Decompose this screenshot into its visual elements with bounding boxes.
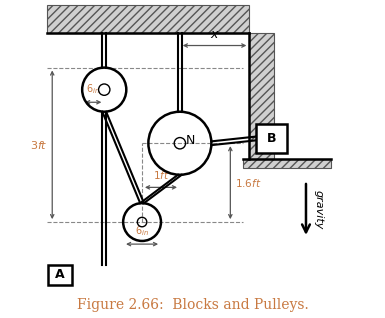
Text: Figure 2.66:  Blocks and Pulleys.: Figure 2.66: Blocks and Pulleys.	[77, 298, 308, 312]
Bar	[249, 33, 275, 159]
Text: $x$: $x$	[210, 28, 219, 41]
Text: B: B	[266, 132, 276, 145]
Text: A: A	[55, 268, 65, 281]
Bar	[47, 4, 249, 33]
Text: N: N	[186, 134, 196, 147]
Text: $6_{in}$: $6_{in}$	[135, 224, 149, 238]
Bar	[243, 159, 331, 169]
Text: $6_{in}$: $6_{in}$	[86, 82, 100, 96]
Bar	[48, 265, 72, 285]
Text: gravity: gravity	[314, 190, 324, 229]
Bar	[256, 124, 287, 153]
Text: $1.6ft$: $1.6ft$	[235, 176, 261, 189]
Text: $1ft$: $1ft$	[153, 169, 169, 181]
Text: $3ft$: $3ft$	[30, 139, 47, 151]
